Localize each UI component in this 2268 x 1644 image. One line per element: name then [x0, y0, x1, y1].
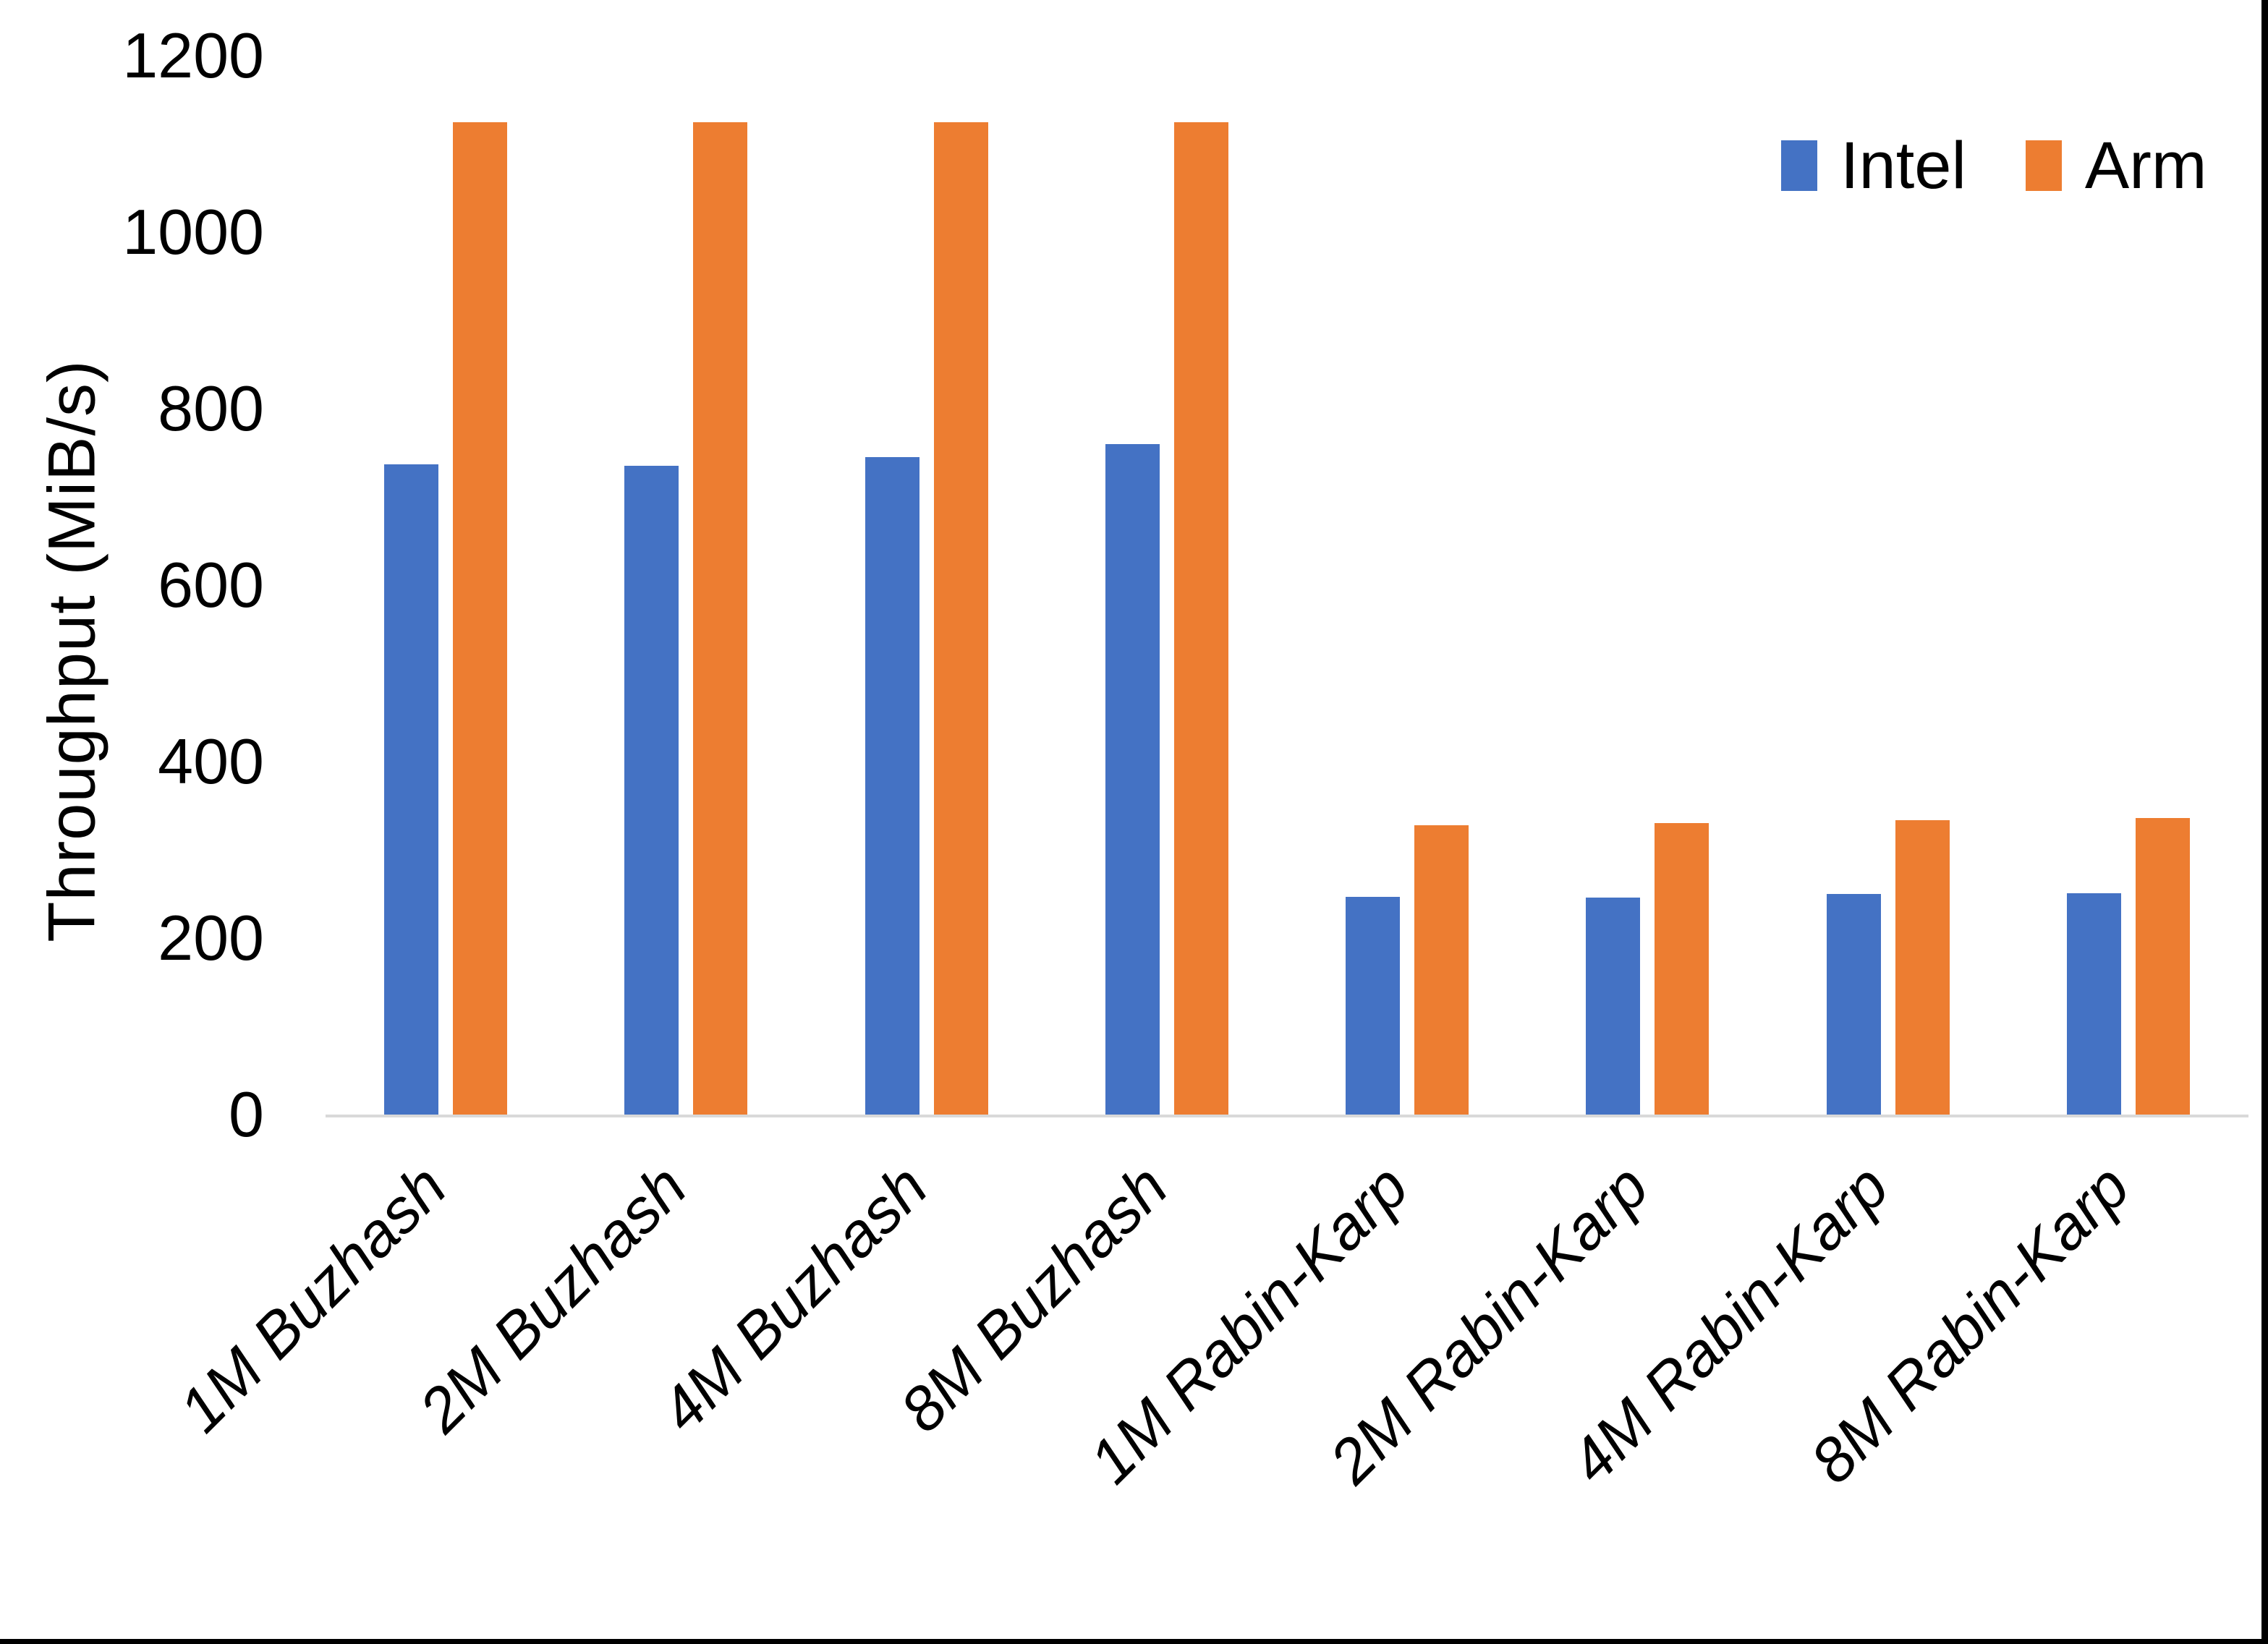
y-tick-label: 200 [158, 902, 264, 974]
bar-group [566, 56, 806, 1115]
arm-bar [933, 122, 988, 1115]
legend: Intel Arm [1781, 132, 2207, 199]
y-tick-label: 1000 [122, 196, 264, 268]
y-tick-label: 0 [229, 1078, 264, 1150]
x-axis-line [326, 1115, 2248, 1117]
legend-label-intel: Intel [1840, 129, 1966, 203]
arm-bar [1173, 122, 1228, 1115]
bar-group [326, 56, 566, 1115]
y-tick-label: 600 [158, 549, 264, 621]
legend-item-arm: Arm [2025, 129, 2207, 203]
intel-bar [1586, 897, 1641, 1115]
arm-bar [693, 122, 748, 1115]
arm-bar [2135, 818, 2190, 1115]
intel-bar [2066, 893, 2121, 1115]
arm-bar [1895, 819, 1950, 1115]
x-axis-category-labels: 1M Buzhash 2M Buzhash 4M Buzhash 8M Buzhash… [166, 1151, 2248, 1644]
y-tick-label: 800 [158, 372, 264, 444]
intel-bar [1346, 896, 1401, 1115]
intel-bar [624, 466, 679, 1115]
frame-right-border [2261, 0, 2268, 1644]
frame-bottom-border [0, 1639, 2268, 1644]
bar-group [807, 56, 1047, 1115]
y-tick-label: 400 [158, 725, 264, 797]
intel-series-swatch [1781, 140, 1817, 191]
intel-bar [865, 457, 919, 1115]
arm-bar [1655, 823, 1710, 1115]
y-axis-title: Throughput (MiB/s) [35, 359, 109, 942]
legend-item-intel: Intel [1781, 132, 1966, 199]
intel-bar [1826, 894, 1881, 1115]
bar-group [1287, 56, 1527, 1115]
bar-group [2008, 56, 2248, 1115]
intel-bar [384, 464, 439, 1115]
plot-area [326, 56, 2248, 1115]
arm-series-swatch [2025, 140, 2062, 191]
bar-group [1047, 56, 1287, 1115]
y-tick-label: 1200 [122, 20, 264, 91]
bar-group [1527, 56, 1767, 1115]
arm-bar [453, 122, 508, 1115]
intel-bar [1105, 443, 1160, 1115]
legend-label-arm: Arm [2084, 129, 2207, 203]
arm-bar [1414, 825, 1469, 1115]
bar-group [1768, 56, 2008, 1115]
